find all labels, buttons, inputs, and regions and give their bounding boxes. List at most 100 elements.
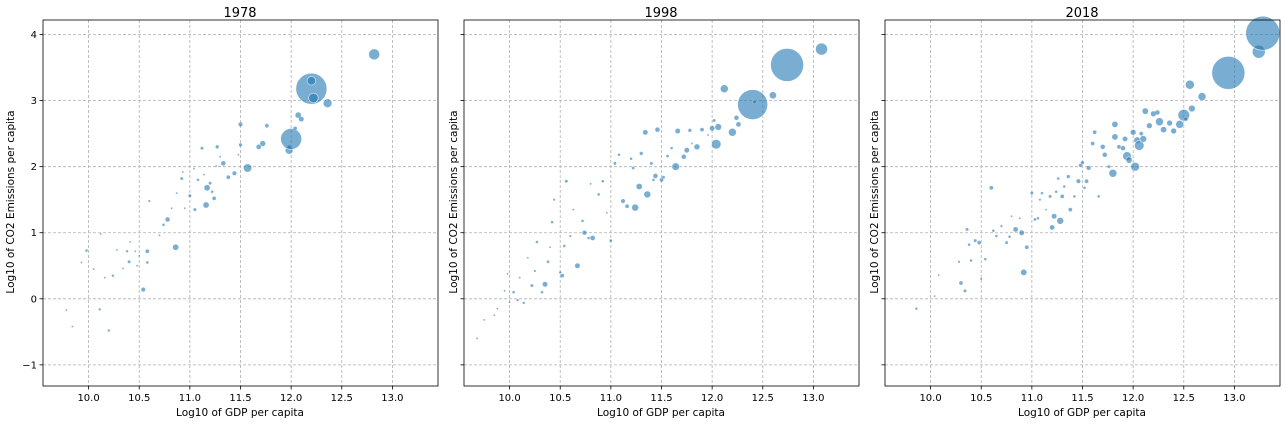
scatter-point — [145, 249, 150, 254]
scatter-point — [140, 287, 146, 292]
scatter-point — [264, 123, 269, 128]
scatter-point — [476, 337, 479, 340]
subplot-2018: 2018 Log10 of GDP per capita Log10 of CO… — [869, 6, 1281, 419]
subplot-title: 2018 — [1065, 6, 1098, 21]
scatter-point — [193, 207, 197, 212]
scatter-point — [770, 48, 804, 82]
scatter-point — [210, 190, 214, 194]
scatter-point — [238, 122, 243, 127]
scatter-point — [170, 207, 173, 210]
scatter-point — [368, 48, 380, 61]
x-tick-label: 11.5 — [229, 393, 251, 404]
scatter-point — [1102, 152, 1108, 158]
scatter-point — [215, 144, 220, 149]
scatter-point — [125, 249, 129, 253]
scatter-point — [530, 283, 534, 288]
scatter-point — [306, 76, 316, 86]
scatter-point — [564, 179, 569, 183]
x-tick-label: 12.5 — [1173, 393, 1195, 404]
scatter-point — [535, 240, 539, 244]
scatter-point — [582, 230, 587, 236]
x-tick-label: 13.0 — [802, 393, 824, 404]
scatter-point — [145, 260, 149, 265]
scatter-point — [1033, 217, 1037, 222]
scatter-point — [172, 244, 179, 251]
scatter-point — [631, 166, 635, 170]
x-tick-label: 10.0 — [498, 393, 520, 404]
scatter-point — [706, 133, 710, 137]
scatter-point — [542, 281, 548, 288]
scatter-point — [958, 280, 964, 286]
scatter-point — [1049, 224, 1055, 231]
scatter-point — [1130, 129, 1137, 136]
scatter-point — [183, 207, 186, 210]
scatter-point — [1154, 109, 1160, 116]
scatter-point — [65, 308, 68, 312]
scatter-point — [642, 129, 649, 136]
scatter-point — [295, 111, 302, 119]
scatter-point — [690, 142, 694, 145]
scatter-point — [605, 211, 608, 215]
scatter-point — [1078, 163, 1083, 168]
scatter-point — [215, 164, 218, 168]
x-tick-label: 12.5 — [331, 393, 353, 404]
axes-frame — [463, 19, 860, 387]
scatter-point — [147, 199, 151, 203]
scatter-point — [506, 272, 509, 275]
grid — [885, 20, 1280, 386]
scatter-point — [1000, 224, 1003, 228]
scatter-point — [518, 276, 521, 279]
scatter-point — [1175, 120, 1185, 129]
scatter-point — [1004, 240, 1009, 245]
scatter-point — [636, 183, 643, 190]
scatter-point — [138, 254, 141, 258]
y-axis-label: Log10 of CO2 Emissions per capita — [448, 110, 460, 293]
scatter-point — [1062, 184, 1066, 189]
scatter-point — [1040, 191, 1044, 195]
scatter-point — [1108, 168, 1118, 178]
scatter-point — [983, 257, 987, 261]
subplot-title: 1978 — [223, 6, 256, 21]
x-axis-label: Log10 of GDP per capita — [176, 407, 304, 419]
scatter-point — [238, 142, 243, 147]
scatter-point — [914, 307, 918, 311]
scatter-point — [243, 163, 253, 173]
scatter-point — [1051, 213, 1057, 219]
scatter-point — [649, 161, 654, 166]
x-tick-label: 10.0 — [77, 393, 99, 404]
scatter-point — [493, 314, 496, 317]
scatter-point — [977, 240, 982, 245]
scatter-point — [1060, 194, 1065, 199]
scatter-point — [1139, 131, 1144, 136]
scatter-point — [769, 91, 777, 100]
scatter-point — [1197, 92, 1207, 101]
scatter-point — [107, 329, 111, 332]
scatter-point — [979, 277, 983, 281]
scatter-point — [128, 240, 132, 244]
scatter-point — [533, 269, 537, 273]
scatter-point — [512, 290, 516, 294]
scatter-point — [728, 128, 737, 137]
scatter-point — [1068, 207, 1073, 212]
scatter-point — [92, 267, 95, 271]
scatter-point — [1134, 140, 1145, 151]
x-tick-label: 13.0 — [381, 393, 403, 404]
scatter-point — [752, 99, 757, 105]
scatter-point — [1146, 122, 1153, 129]
subplot-1978: 1978 Log10 of GDP per capita Log10 of CO… — [5, 6, 439, 419]
scatter-point — [175, 191, 178, 195]
scatter-point — [80, 261, 83, 264]
scatter-point — [1038, 198, 1042, 202]
x-tick-label: 11.0 — [1021, 393, 1043, 404]
scatter-point — [103, 276, 106, 279]
scatter-point — [609, 239, 613, 243]
scatter-point — [580, 219, 585, 223]
scatter-point — [1125, 156, 1133, 164]
scatter-point — [562, 244, 566, 248]
scatter-point — [219, 155, 222, 158]
scatter-point — [1160, 126, 1167, 133]
scatter-point — [1020, 268, 1028, 276]
scatter-point — [709, 125, 715, 132]
scatter-point — [1245, 15, 1281, 51]
grid — [464, 20, 859, 386]
